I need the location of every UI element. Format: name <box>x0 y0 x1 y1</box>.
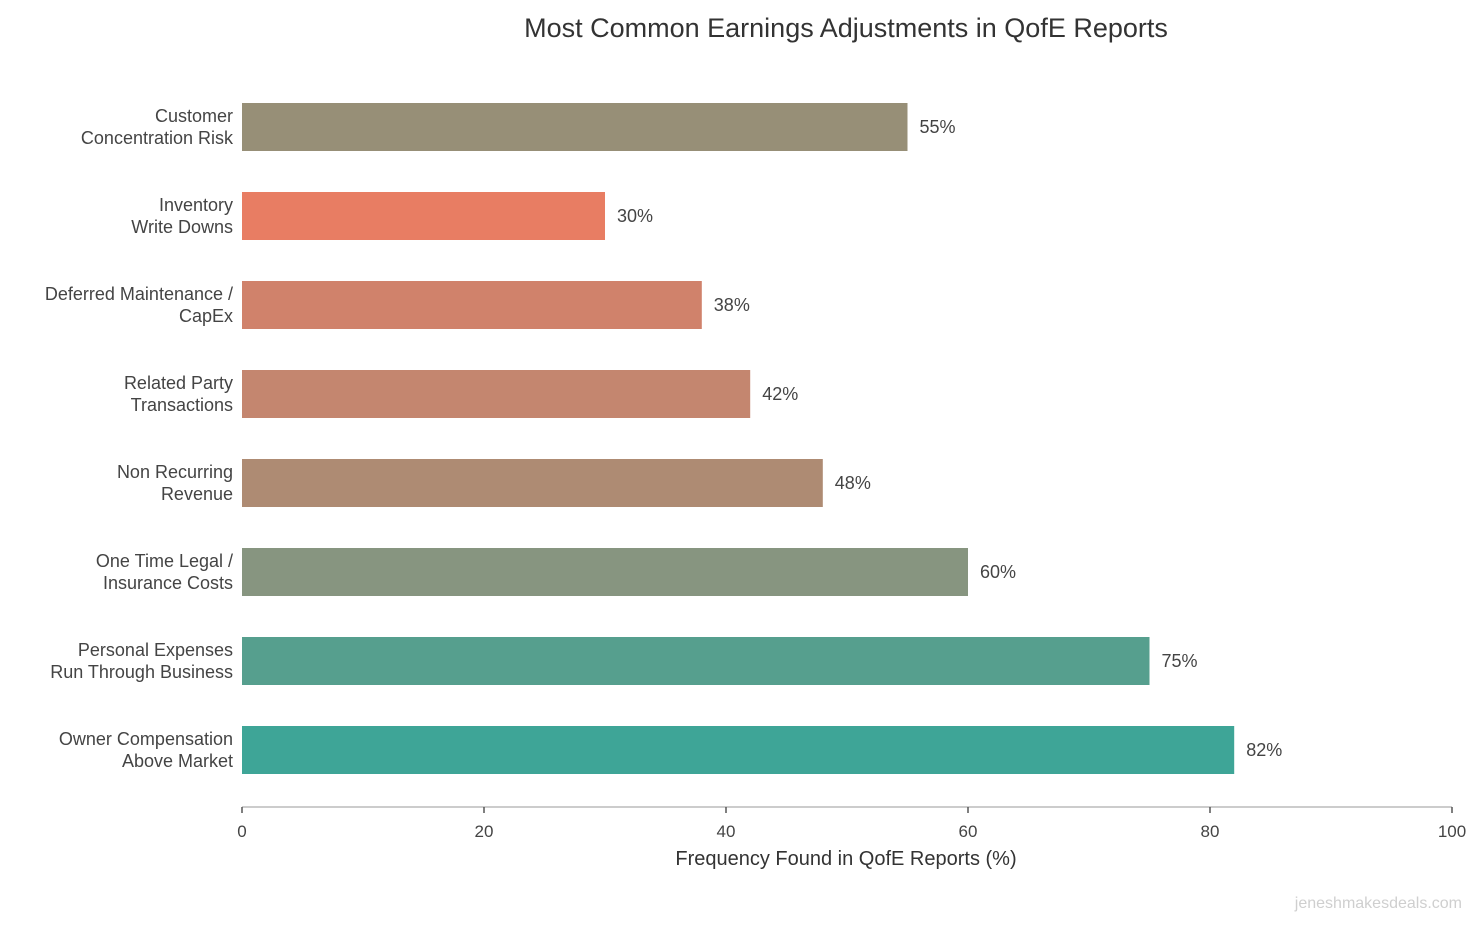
category-label: Owner Compensation Above Market <box>59 729 233 771</box>
x-axis: 0 20 40 60 80 100 <box>237 806 1466 841</box>
x-tick-label: 100 <box>1438 822 1466 841</box>
x-tick-label: 20 <box>475 822 494 841</box>
x-tick-label: 0 <box>237 822 246 841</box>
bar <box>242 192 605 240</box>
data-label: 75% <box>1162 651 1198 671</box>
category-label: One Time Legal / Insurance Costs <box>96 551 233 593</box>
data-label: 48% <box>835 473 871 493</box>
bar <box>242 370 751 418</box>
data-label: 82% <box>1246 740 1282 760</box>
bar <box>242 459 823 507</box>
data-label: 55% <box>920 117 956 137</box>
data-label: 38% <box>714 295 750 315</box>
bars: 55% Customer Concentration Risk 30% Inventor… <box>45 103 1282 774</box>
data-label: 30% <box>617 206 653 226</box>
category-label: Customer Concentration Risk <box>81 106 234 148</box>
bar <box>242 548 968 596</box>
x-tick-label: 40 <box>717 822 736 841</box>
category-label: Deferred Maintenance / CapEx <box>45 284 233 326</box>
bar <box>242 637 1150 685</box>
watermark: jeneshmakesdeals.com <box>1294 895 1462 912</box>
chart-title: Most Common Earnings Adjustments in QofE… <box>524 13 1168 43</box>
data-label: 60% <box>980 562 1016 582</box>
bar <box>242 726 1235 774</box>
category-label: Related Party Transactions <box>124 373 233 415</box>
x-axis-label: Frequency Found in QofE Reports (%) <box>675 848 1016 870</box>
x-tick-label: 60 <box>959 822 978 841</box>
bar <box>242 281 702 329</box>
x-tick-label: 80 <box>1201 822 1220 841</box>
data-label: 42% <box>762 384 798 404</box>
category-label: Non Recurring Revenue <box>117 462 233 504</box>
bar <box>242 103 908 151</box>
category-label: Inventory Write Downs <box>131 195 233 237</box>
category-label: Personal Expenses Run Through Business <box>50 640 233 682</box>
